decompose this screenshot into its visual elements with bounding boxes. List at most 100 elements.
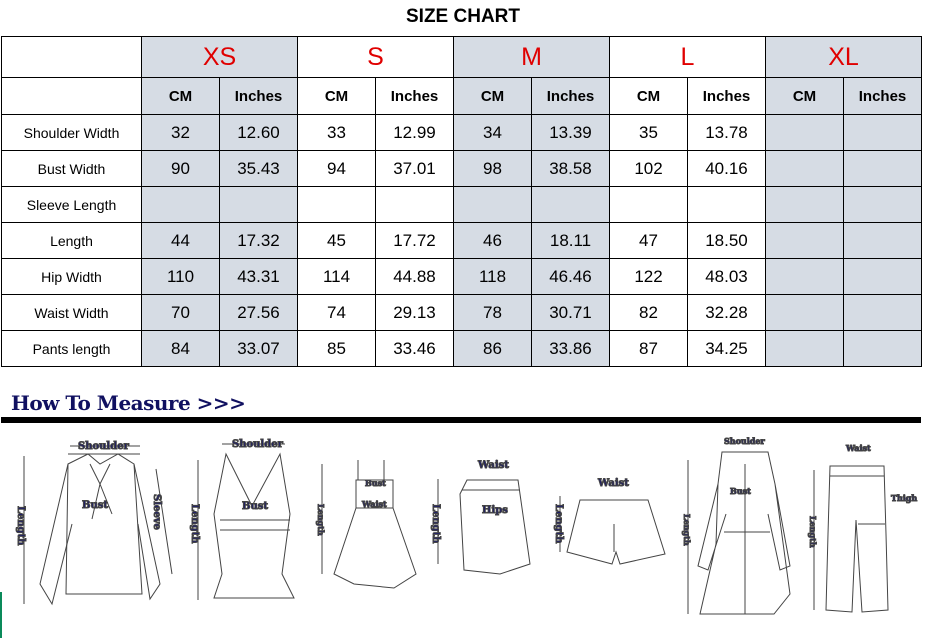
value-cell xyxy=(843,114,922,151)
size-m: M xyxy=(453,36,610,78)
unit-cm: CM xyxy=(297,77,376,115)
value-cell: 32.28 xyxy=(687,294,766,331)
value-cell: 110 xyxy=(141,258,220,295)
dress-diagram xyxy=(321,460,417,589)
label-bust: Bust xyxy=(242,501,268,512)
coat-diagram xyxy=(687,451,791,615)
label-hips: Hips xyxy=(482,505,508,516)
value-cell xyxy=(687,186,766,223)
unit-cm: CM xyxy=(453,77,532,115)
label-shoulder: Shoulder xyxy=(724,436,765,446)
unit-inches: Inches xyxy=(843,77,922,115)
label-waist: Waist xyxy=(597,478,629,489)
row-label: Length xyxy=(1,222,142,259)
value-cell: 46 xyxy=(453,222,532,259)
size-chart-table: XS S M L XL CM Inches CM Inches CM Inches CM Inches C… xyxy=(1,36,922,367)
size-l: L xyxy=(609,36,766,78)
value-cell xyxy=(609,186,688,223)
divider xyxy=(1,417,921,423)
value-cell: 48.03 xyxy=(687,258,766,295)
value-cell: 94 xyxy=(297,150,376,187)
label-length: Length xyxy=(316,504,326,536)
label-waist: Waist xyxy=(477,460,509,471)
value-cell: 27.56 xyxy=(219,294,298,331)
value-cell: 90 xyxy=(141,150,220,187)
value-cell: 38.58 xyxy=(531,150,610,187)
value-cell: 34 xyxy=(453,114,532,151)
value-cell: 17.32 xyxy=(219,222,298,259)
blouse-diagram xyxy=(23,445,173,606)
vest-diagram xyxy=(197,443,295,600)
shorts-diagram xyxy=(559,496,666,565)
value-cell: 82 xyxy=(609,294,688,331)
value-cell: 30.71 xyxy=(531,294,610,331)
value-cell: 12.99 xyxy=(375,114,454,151)
label-bust: Bust xyxy=(730,486,751,496)
label-waist: Waist xyxy=(845,443,871,453)
label-length: Length xyxy=(808,516,818,548)
value-cell xyxy=(297,186,376,223)
value-cell xyxy=(531,186,610,223)
unit-inches: Inches xyxy=(531,77,610,115)
skirt-diagram xyxy=(437,479,531,575)
label-length: Length xyxy=(430,504,441,544)
label-shoulder: Shoulder xyxy=(232,439,284,450)
table-row: Waist Width 70 27.56 74 29.13 78 30.71 82 32.28 xyxy=(1,294,922,331)
value-cell: 35 xyxy=(609,114,688,151)
row-label: Hip Width xyxy=(1,258,142,295)
label-shoulder: Shoulder xyxy=(78,441,130,452)
pants-diagram xyxy=(813,465,889,613)
table-row: Hip Width 110 43.31 114 44.88 118 46.46 122 48.0… xyxy=(1,258,922,295)
value-cell: 86 xyxy=(453,330,532,367)
size-s: S xyxy=(297,36,454,78)
value-cell: 87 xyxy=(609,330,688,367)
value-cell: 33.07 xyxy=(219,330,298,367)
value-cell xyxy=(765,258,844,295)
value-cell: 35.43 xyxy=(219,150,298,187)
row-label: Sleeve Length xyxy=(1,186,142,223)
value-cell xyxy=(375,186,454,223)
value-cell xyxy=(765,186,844,223)
value-cell xyxy=(843,258,922,295)
value-cell: 78 xyxy=(453,294,532,331)
size-xl: XL xyxy=(765,36,922,78)
row-label: Pants length xyxy=(1,330,142,367)
row-label: Shoulder Width xyxy=(1,114,142,151)
row-label: Waist Width xyxy=(1,294,142,331)
value-cell xyxy=(843,186,922,223)
size-xs: XS xyxy=(141,36,298,78)
value-cell xyxy=(765,330,844,367)
corner-cell xyxy=(1,77,142,115)
value-cell: 13.78 xyxy=(687,114,766,151)
value-cell: 12.60 xyxy=(219,114,298,151)
value-cell: 46.46 xyxy=(531,258,610,295)
table-row: Sleeve Length xyxy=(1,186,922,223)
value-cell: 32 xyxy=(141,114,220,151)
value-cell: 47 xyxy=(609,222,688,259)
value-cell: 18.50 xyxy=(687,222,766,259)
value-cell: 44 xyxy=(141,222,220,259)
value-cell: 122 xyxy=(609,258,688,295)
row-label: Bust Width xyxy=(1,150,142,187)
unit-inches: Inches xyxy=(219,77,298,115)
value-cell: 37.01 xyxy=(375,150,454,187)
label-length: Length xyxy=(15,506,26,546)
label-length: Length xyxy=(682,514,692,546)
value-cell: 84 xyxy=(141,330,220,367)
table-row: Pants length 84 33.07 85 33.46 86 33.86 87 34.25 xyxy=(1,330,922,367)
table-row: Bust Width 90 35.43 94 37.01 98 38.58 102 40.16 xyxy=(1,150,922,187)
measurement-diagrams: Shoulder Bust Sleeve Length Shoulder Bus… xyxy=(15,436,918,615)
value-cell xyxy=(765,114,844,151)
unit-cm: CM xyxy=(765,77,844,115)
value-cell: 17.72 xyxy=(375,222,454,259)
value-cell: 29.13 xyxy=(375,294,454,331)
value-cell xyxy=(219,186,298,223)
value-cell: 74 xyxy=(297,294,376,331)
value-cell: 85 xyxy=(297,330,376,367)
unit-inches: Inches xyxy=(687,77,766,115)
unit-cm: CM xyxy=(609,77,688,115)
unit-cm: CM xyxy=(141,77,220,115)
table-row: Length 44 17.32 45 17.72 46 18.11 47 18.50 xyxy=(1,222,922,259)
value-cell: 114 xyxy=(297,258,376,295)
value-cell: 45 xyxy=(297,222,376,259)
